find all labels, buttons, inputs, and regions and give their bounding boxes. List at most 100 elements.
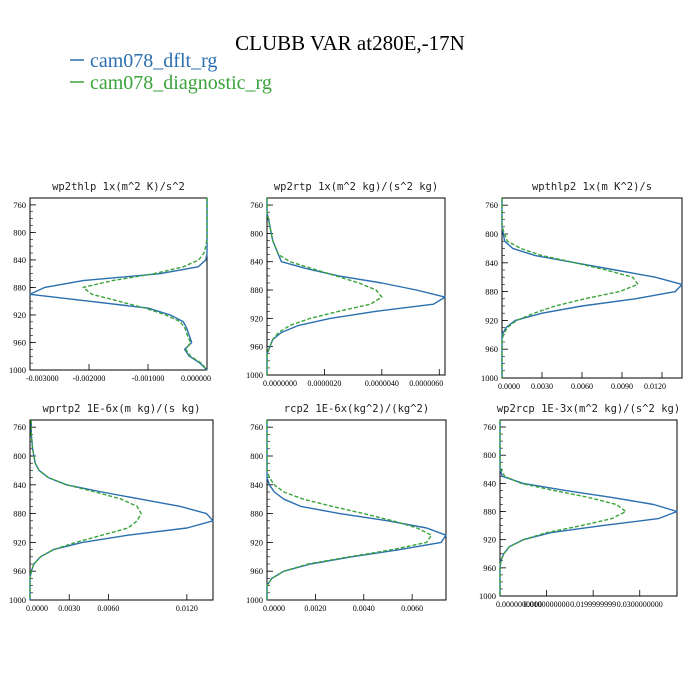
y-tick-label: 840 bbox=[250, 480, 263, 490]
plot-frame bbox=[499, 419, 678, 597]
series-line-dflt bbox=[266, 420, 447, 600]
series-line-diagnostic bbox=[499, 420, 627, 596]
y-tick-label: 840 bbox=[250, 257, 263, 267]
y-tick-label: 1000 bbox=[246, 370, 263, 380]
x-tick-label: 0.0000020 bbox=[307, 379, 341, 388]
panel-title: wp2rcp 1E-3x(m^2 kg)/(s^2 kg) bbox=[497, 403, 680, 415]
series-line-dflt bbox=[499, 420, 678, 596]
x-tick-label: -0.001000 bbox=[132, 374, 165, 383]
series-line-diagnostic bbox=[82, 198, 208, 371]
x-tick-label: 0.0090 bbox=[611, 382, 633, 391]
x-tick-label: 0.0020 bbox=[304, 604, 326, 613]
y-tick-label: 1000 bbox=[9, 365, 26, 375]
x-tick-label: 0.0000000 bbox=[263, 379, 297, 388]
panel-6: wp2rcp 1E-3x(m^2 kg)/(s^2 kg)760 800 840 88… bbox=[479, 403, 680, 609]
y-tick-label: 760 bbox=[250, 422, 263, 432]
x-tick-label: 0.0030 bbox=[531, 382, 553, 391]
y-tick-label: 1000 bbox=[479, 591, 496, 601]
plot-frame bbox=[29, 197, 208, 371]
y-tick-label: 880 bbox=[250, 285, 263, 295]
panel-title: wp2rtp 1x(m^2 kg)/(s^2 kg) bbox=[274, 181, 438, 193]
x-tick-label: 0.0300000000 bbox=[617, 600, 663, 609]
panel-4: wprtp2 1E-6x(m kg)/(s kg) 760 800 840 880 920… bbox=[9, 403, 214, 613]
panel-1: wp2thlp 1x(m^2 K)/s^2 760 800 840 880 920 960 1… bbox=[9, 181, 211, 383]
x-tick-label: 0.0060 bbox=[571, 382, 593, 391]
series-line-dflt bbox=[29, 420, 214, 600]
series-line-diagnostic bbox=[501, 198, 639, 378]
y-tick-label: 840 bbox=[485, 258, 498, 268]
x-tick-label: 0.0100000000 bbox=[524, 600, 570, 609]
x-tick-label: 0.0000040 bbox=[365, 379, 399, 388]
y-tick-label: 840 bbox=[483, 478, 496, 488]
panel-title: wprtp2 1E-6x(m kg)/(s kg) bbox=[42, 403, 200, 415]
y-tick-label: 960 bbox=[13, 566, 26, 576]
y-tick-label: 760 bbox=[13, 200, 26, 210]
x-tick-label: -0.003000 bbox=[26, 374, 59, 383]
panel-title: wpthlp2 1x(m K^2)/s bbox=[532, 181, 652, 193]
y-tick-label: 1000 bbox=[481, 373, 498, 383]
y-tick-label: 840 bbox=[13, 255, 26, 265]
y-tick-label: 920 bbox=[485, 315, 498, 325]
x-tick-label: 0.0000 bbox=[498, 382, 520, 391]
y-tick-label: 960 bbox=[483, 563, 496, 573]
y-tick-label: 960 bbox=[250, 342, 263, 352]
x-tick-label: 0.0030 bbox=[58, 604, 80, 613]
y-tick-label: 960 bbox=[250, 566, 263, 576]
y-tick-label: 880 bbox=[483, 507, 496, 517]
y-tick-label: 760 bbox=[485, 200, 498, 210]
x-tick-label: 0.0060 bbox=[97, 604, 119, 613]
x-tick-label: 0.000000 bbox=[181, 374, 211, 383]
series-line-diagnostic bbox=[266, 420, 433, 600]
panel-3: wpthlp2 1x(m K^2)/s 760 800 840 880 920 960 100… bbox=[481, 181, 683, 391]
y-tick-label: 840 bbox=[13, 480, 26, 490]
x-tick-label: 0.0120 bbox=[644, 382, 666, 391]
y-tick-label: 800 bbox=[13, 227, 26, 237]
panel-title: wp2thlp 1x(m^2 K)/s^2 bbox=[52, 181, 185, 193]
y-tick-label: 800 bbox=[250, 451, 263, 461]
series-line-diagnostic bbox=[266, 198, 383, 375]
y-tick-label: 800 bbox=[250, 228, 263, 238]
y-tick-label: 960 bbox=[485, 344, 498, 354]
y-tick-label: 1000 bbox=[246, 595, 263, 605]
x-tick-label: -0.002000 bbox=[73, 374, 106, 383]
plot-frame bbox=[266, 197, 446, 376]
y-tick-label: 760 bbox=[13, 422, 26, 432]
x-tick-label: 0.0199999999 bbox=[570, 600, 616, 609]
y-tick-label: 880 bbox=[13, 282, 26, 292]
series-line-dflt bbox=[29, 198, 208, 371]
figure-title: CLUBB VAR at280E,-17N bbox=[235, 31, 465, 55]
plot-frame bbox=[29, 419, 214, 601]
y-tick-label: 760 bbox=[250, 200, 263, 210]
y-tick-label: 920 bbox=[250, 313, 263, 323]
panel-grid: wp2thlp 1x(m^2 K)/s^2 760 800 840 880 920 960 1… bbox=[9, 181, 683, 613]
series-line-dflt bbox=[266, 198, 446, 375]
panel-2: wp2rtp 1x(m^2 kg)/(s^2 kg) 760 800 840 880 92… bbox=[246, 181, 446, 388]
plot-frame bbox=[266, 419, 447, 601]
y-tick-label: 920 bbox=[483, 535, 496, 545]
y-tick-label: 920 bbox=[13, 537, 26, 547]
y-tick-label: 920 bbox=[250, 537, 263, 547]
plot-frame bbox=[501, 197, 683, 379]
x-tick-label: 0.0000000000 bbox=[496, 600, 542, 609]
x-tick-label: 0.0060 bbox=[401, 604, 423, 613]
y-tick-label: 880 bbox=[250, 509, 263, 519]
x-tick-label: 0.0000 bbox=[26, 604, 48, 613]
legend-label-dflt: cam078_dflt_rg bbox=[90, 50, 217, 72]
y-tick-label: 880 bbox=[13, 509, 26, 519]
y-tick-label: 880 bbox=[485, 287, 498, 297]
y-tick-label: 800 bbox=[483, 450, 496, 460]
y-tick-label: 800 bbox=[13, 451, 26, 461]
legend: cam078_dflt_rg cam078_diagnostic_rg bbox=[70, 50, 272, 94]
y-tick-label: 760 bbox=[483, 422, 496, 432]
y-tick-label: 1000 bbox=[9, 595, 26, 605]
y-tick-label: 960 bbox=[13, 337, 26, 347]
x-tick-label: 0.0000 bbox=[263, 604, 285, 613]
x-tick-label: 0.0120 bbox=[176, 604, 198, 613]
series-line-diagnostic bbox=[29, 420, 142, 600]
panel-5: rcp2 1E-6x(kg^2)/(kg^2) 760 800 840 880 920 96… bbox=[246, 403, 447, 613]
panel-title: rcp2 1E-6x(kg^2)/(kg^2) bbox=[284, 403, 429, 415]
x-tick-label: 0.0040 bbox=[353, 604, 375, 613]
y-tick-label: 800 bbox=[485, 229, 498, 239]
legend-label-diagnostic: cam078_diagnostic_rg bbox=[90, 72, 272, 94]
